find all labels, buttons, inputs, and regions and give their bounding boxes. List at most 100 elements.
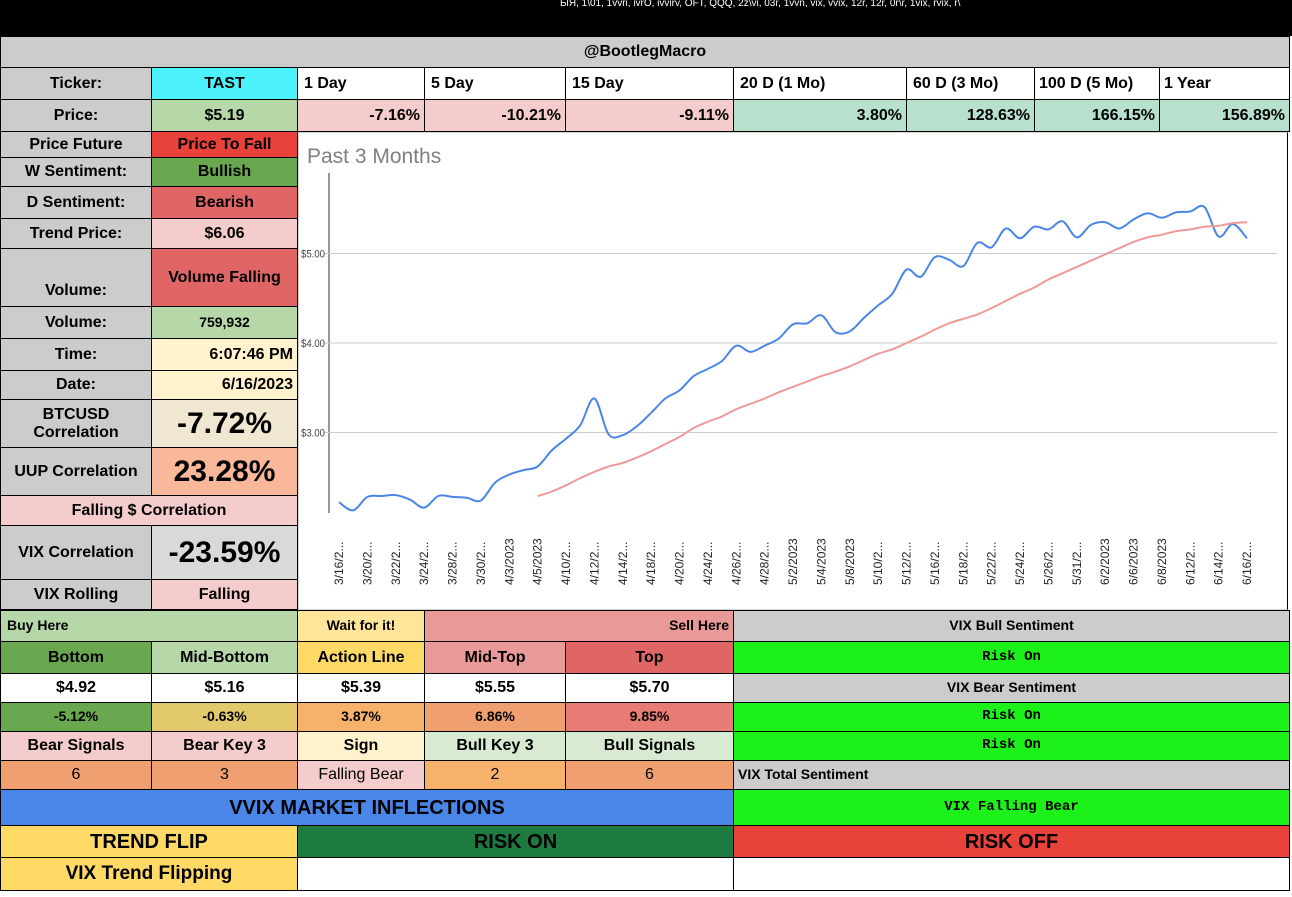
chart-xtick-label: 4/26/2... [729, 542, 743, 585]
trend-price-value: $6.06 [152, 219, 298, 249]
chart-xtick-label: 5/26/2... [1041, 542, 1055, 585]
chart-xtick-label: 3/16/2... [332, 542, 346, 585]
chart-xtick-label: 6/2/2023 [1098, 538, 1112, 585]
empty-cell-risk-off [734, 858, 1290, 891]
vix-correlation-label: VIX Correlation [0, 526, 152, 580]
trend-price-label: Trend Price: [0, 219, 152, 249]
chart-xtick-label: 4/28/2... [758, 542, 772, 585]
period-value-5d: -10.21% [425, 100, 566, 132]
chart-xtick-label: 6/14/2... [1212, 542, 1226, 585]
ticker-value[interactable]: TAST [152, 68, 298, 100]
signal-name-bull-key-3: Bull Key 3 [425, 732, 566, 761]
vix-total-sentiment-title: VIX Total Sentiment [734, 761, 1290, 790]
price-chart-svg: Past 3 Months $5.00 $4.00 $3.00 3/16/2... 3… [301, 145, 1277, 585]
vix-rolling-value: Falling [152, 580, 298, 610]
level-name-action-line: Action Line [298, 642, 425, 674]
chart-xtick-label: 5/10/2... [871, 542, 885, 585]
level-price-mid-bottom: $5.16 [152, 674, 298, 703]
vix-correlation-value: -23.59% [152, 526, 298, 580]
vix-total-sentiment-value: VIX Falling Bear [734, 790, 1290, 826]
chart-xtick-label: 5/2/2023 [786, 538, 800, 585]
level-price-bottom: $4.92 [0, 674, 152, 703]
chart-xtick-label: 3/22/2... [389, 542, 403, 585]
period-header-5d: 5 Day [425, 68, 566, 100]
period-header-100d: 100 D (5 Mo) [1035, 68, 1160, 100]
volume-label: Volume: [0, 307, 152, 339]
signal-value-sign: Falling Bear [298, 761, 425, 790]
chart-title: Past 3 Months [307, 145, 441, 168]
top-strip-text: ЫЯ, 1\01, 1vvri, ivrO, ivvirv, OFT, QQQ,… [560, 0, 961, 8]
chart-xtick-label: 4/18/2... [644, 542, 658, 585]
date-value: 6/16/2023 [152, 371, 298, 400]
vix-rolling-label: VIX Rolling [0, 580, 152, 610]
chart-xtick-label: 5/8/2023 [843, 538, 857, 585]
d-sentiment-label: D Sentiment: [0, 187, 152, 219]
period-header-60d: 60 D (3 Mo) [907, 68, 1035, 100]
vix-bear-sentiment-value-1: Risk On [734, 703, 1290, 732]
level-pct-top: 9.85% [566, 703, 734, 732]
chart-xtick-label: 4/5/2023 [531, 538, 545, 585]
chart-xtick-label: 4/14/2... [616, 542, 630, 585]
uup-correlation-value: 23.28% [152, 448, 298, 496]
level-price-top: $5.70 [566, 674, 734, 703]
level-name-top: Top [566, 642, 734, 674]
volume-state-value: Volume Falling [152, 249, 298, 307]
signal-value-bear-signals: 6 [0, 761, 152, 790]
level-name-bottom: Bottom [0, 642, 152, 674]
top-black-strip [0, 0, 1292, 36]
level-pct-bottom: -5.12% [0, 703, 152, 732]
page-title: @BootlegMacro [0, 36, 1290, 68]
chart-xtick-label: 5/24/2... [1013, 542, 1027, 585]
chart-xtick-label: 4/12/2... [587, 542, 601, 585]
chart-xtick-label: 4/10/2... [559, 542, 573, 585]
ticker-label: Ticker: [0, 68, 152, 100]
risk-on-badge: RISK ON [298, 826, 734, 858]
signal-name-sign: Sign [298, 732, 425, 761]
chart-xtick-label: 5/18/2... [956, 542, 970, 585]
chart-xtick-label: 4/24/2... [701, 542, 715, 585]
price-future-label: Price Future [0, 132, 152, 158]
period-value-1y: 156.89% [1160, 100, 1290, 132]
volume-value: 759,932 [152, 307, 298, 339]
trend-flip-badge: TREND FLIP [0, 826, 298, 858]
period-header-20d: 20 D (1 Mo) [734, 68, 907, 100]
vvix-inflections-banner: VVIX MARKET INFLECTIONS [0, 790, 734, 826]
price-series-line [338, 204, 1248, 512]
chart-xtick-label: 4/3/2023 [502, 538, 516, 585]
time-label: Time: [0, 339, 152, 371]
chart-xtick-label: 5/22/2... [985, 542, 999, 585]
price-future-value: Price To Fall [152, 132, 298, 158]
chart-xtick-label: 5/16/2... [928, 542, 942, 585]
trend-series-line [537, 221, 1248, 497]
level-pct-action-line: 3.87% [298, 703, 425, 732]
vix-trend-flipping-badge: VIX Trend Flipping [0, 858, 298, 891]
price-label: Price: [0, 100, 152, 132]
date-label: Date: [0, 371, 152, 400]
d-sentiment-value: Bearish [152, 187, 298, 219]
sell-here-label: Sell Here [425, 610, 734, 642]
signal-value-bear-key-3: 3 [152, 761, 298, 790]
price-value: $5.19 [152, 100, 298, 132]
signal-name-bear-key-3: Bear Key 3 [152, 732, 298, 761]
period-header-1d: 1 Day [298, 68, 425, 100]
chart-xtick-label: 6/16/2... [1240, 542, 1254, 585]
buy-here-label: Buy Here [0, 610, 298, 642]
wait-label: Wait for it! [298, 610, 425, 642]
uup-correlation-label: UUP Correlation [0, 448, 152, 496]
btc-correlation-value: -7.72% [152, 400, 298, 448]
chart-xtick-label: 5/4/2023 [814, 538, 828, 585]
level-pct-mid-top: 6.86% [425, 703, 566, 732]
level-pct-mid-bottom: -0.63% [152, 703, 298, 732]
chart-xtick-label: 4/20/2... [673, 542, 687, 585]
risk-off-badge: RISK OFF [734, 826, 1290, 858]
period-header-15d: 15 Day [566, 68, 734, 100]
period-value-1d: -7.16% [298, 100, 425, 132]
chart-xtick-label: 3/24/2... [417, 542, 431, 585]
period-value-100d: 166.15% [1035, 100, 1160, 132]
period-value-20d: 3.80% [734, 100, 907, 132]
chart-xtick-label: 5/31/2... [1070, 542, 1084, 585]
level-price-mid-top: $5.55 [425, 674, 566, 703]
signal-value-bull-key-3: 2 [425, 761, 566, 790]
chart-xtick-label: 5/12/2... [900, 542, 914, 585]
time-value: 6:07:46 PM [152, 339, 298, 371]
